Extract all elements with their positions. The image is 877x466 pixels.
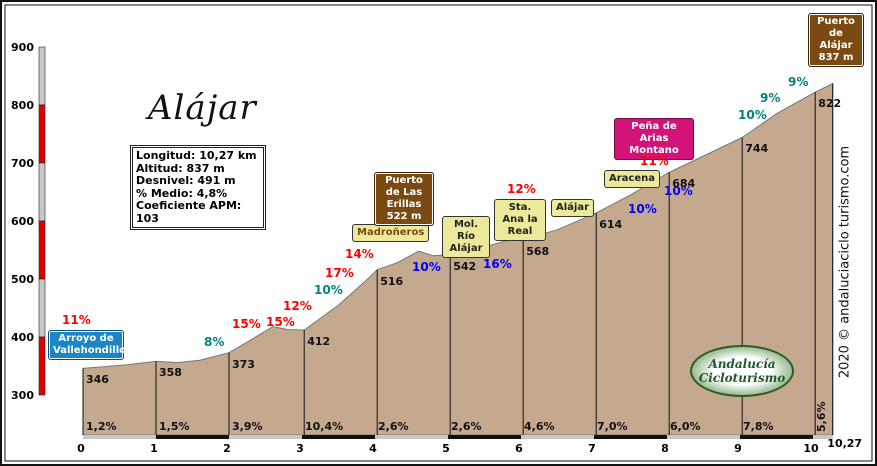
altitude-scale-segment — [38, 46, 46, 106]
altitude-scale-segment — [38, 104, 46, 164]
sign-sta-ana: Sta. Ana la Real — [494, 199, 546, 241]
elevation-point-label: 346 — [86, 373, 109, 387]
info-altitud: Altitud: 837 m — [136, 161, 225, 175]
km-axis-segment — [594, 435, 667, 439]
elevation-point-label: 822 — [818, 97, 842, 111]
elevation-point-label: 744 — [745, 142, 769, 156]
ramp-gradient-label: 15% — [266, 315, 295, 329]
x-tick-label: 9 — [734, 442, 742, 455]
km-axis-segment — [375, 435, 448, 439]
elevation-point-label: 684 — [672, 177, 696, 191]
elevation-point-label: 516 — [380, 274, 404, 288]
elevation-point-label: 358 — [159, 366, 182, 380]
km-axis-segment — [667, 435, 740, 439]
ramp-gradient-label: 9% — [788, 75, 809, 89]
km-gradient-label: 4,6% — [524, 420, 555, 433]
x-tick-label: 1 — [150, 442, 158, 455]
altitude-scale-segment — [38, 220, 46, 280]
ramp-gradient-label: 15% — [232, 317, 261, 331]
km-axis-segment — [448, 435, 521, 439]
ramp-gradient-label: 8% — [204, 335, 225, 349]
x-tick-label: 8 — [661, 442, 669, 455]
km-axis-segment — [156, 435, 229, 439]
km-gradient-label: 2,6% — [451, 420, 482, 433]
y-tick-label: 800 — [11, 99, 34, 112]
ramp-gradient-label: 9% — [760, 91, 781, 105]
y-tick-label: 500 — [11, 273, 34, 286]
ramp-gradient-label: 12% — [507, 182, 536, 196]
sign-puerto-alajar: Puerto de Alájar 837 m — [808, 13, 864, 67]
ramp-gradient-label: 12% — [283, 299, 312, 313]
altitude-scale-segment — [38, 162, 46, 222]
ramp-gradient-label: 10% — [412, 260, 441, 274]
ramp-gradient-label: 10% — [314, 283, 343, 297]
km-axis-segment — [521, 435, 594, 439]
sign-mol-rio: Mol. Río Alájar — [442, 216, 490, 258]
x-tick-label: 10 — [803, 442, 819, 455]
km-gradient-label: 6,0% — [670, 420, 701, 433]
y-tick-label: 300 — [11, 389, 34, 402]
y-tick-label: 400 — [11, 331, 34, 344]
elevation-point-label: 412 — [307, 335, 331, 349]
km-gradient-label: 1,5% — [159, 420, 190, 433]
elevation-point-label: 614 — [599, 217, 623, 231]
x-tick-label: 7 — [588, 442, 596, 455]
km-gradient-label: 10,4% — [305, 420, 344, 433]
x-tick-label: 4 — [369, 442, 377, 455]
sign-madronyeros: Madroñeros — [352, 224, 430, 242]
km-axis-segment — [740, 435, 813, 439]
x-tick-label: 3 — [296, 442, 304, 455]
km-axis-segment — [302, 435, 375, 439]
km-axis-segment — [83, 435, 156, 439]
profile-area — [82, 82, 834, 436]
ramp-gradient-label: 11% — [62, 313, 91, 327]
km-axis-segment — [813, 435, 833, 439]
y-tick-label: 900 — [11, 41, 34, 54]
ramp-gradient-label: 10% — [628, 202, 657, 216]
info-medio: % Medio: 4,8% — [136, 186, 228, 200]
y-tick-label: 700 — [11, 157, 34, 170]
x-tick-label: 6 — [515, 442, 523, 455]
copyright-credit: 2020 © andaluciaciclo turismo.com — [837, 145, 853, 379]
elevation-point-label: 568 — [526, 244, 550, 258]
km-gradient-label: 7,0% — [597, 420, 628, 433]
km-gradient-label: 2,6% — [378, 420, 409, 433]
km-gradient-label: 3,9% — [232, 420, 263, 433]
y-tick-label: 600 — [11, 215, 34, 228]
info-apm: Coeficiente APM: 103 — [136, 199, 242, 225]
x-tick-label: 10,27 — [827, 437, 862, 450]
sign-puerto-erillas: Puerto de Las Erillas 522 m — [374, 172, 434, 226]
x-tick-label: 0 — [77, 442, 85, 455]
x-tick-label: 5 — [442, 442, 450, 455]
sign-pena-arias-montano: Peña de Arias Montano — [614, 118, 694, 160]
info-longitud: Longitud: 10,27 km — [136, 149, 257, 162]
sign-alajar: Alájar — [551, 199, 595, 217]
andalucia-cicloturismo-logo: Andalucía Cicloturismo — [690, 345, 794, 397]
km-gradient-label: 5,6% — [815, 401, 828, 432]
altitude-scale-segment — [38, 278, 46, 338]
elevation-point-label: 542 — [453, 259, 477, 273]
x-tick-label: 2 — [223, 442, 231, 455]
sign-aracena: Aracena — [604, 170, 660, 188]
km-axis-segment — [229, 435, 302, 439]
sign-arroyo: Arroyo de Vallehondillo — [48, 330, 126, 360]
km-gradient-label: 1,2% — [86, 420, 117, 433]
ramp-gradient-label: 10% — [664, 184, 693, 198]
info-desnivel: Desnivel: 491 m — [136, 174, 236, 187]
ramp-gradient-label: 14% — [345, 247, 374, 261]
altitude-scale-segment — [38, 336, 46, 396]
ramp-gradient-label: 16% — [483, 257, 512, 271]
km-gradient-label: 7,8% — [743, 420, 774, 433]
ramp-gradient-label: 10% — [738, 108, 767, 122]
elevation-point-label: 373 — [232, 357, 255, 371]
chart-title: Alájar — [148, 88, 257, 128]
route-info-box: Longitud: 10,27 km Altitud: 837 m Desniv… — [130, 145, 266, 230]
ramp-gradient-label: 17% — [325, 266, 354, 280]
ramp-gradient-label: 11% — [640, 154, 669, 168]
